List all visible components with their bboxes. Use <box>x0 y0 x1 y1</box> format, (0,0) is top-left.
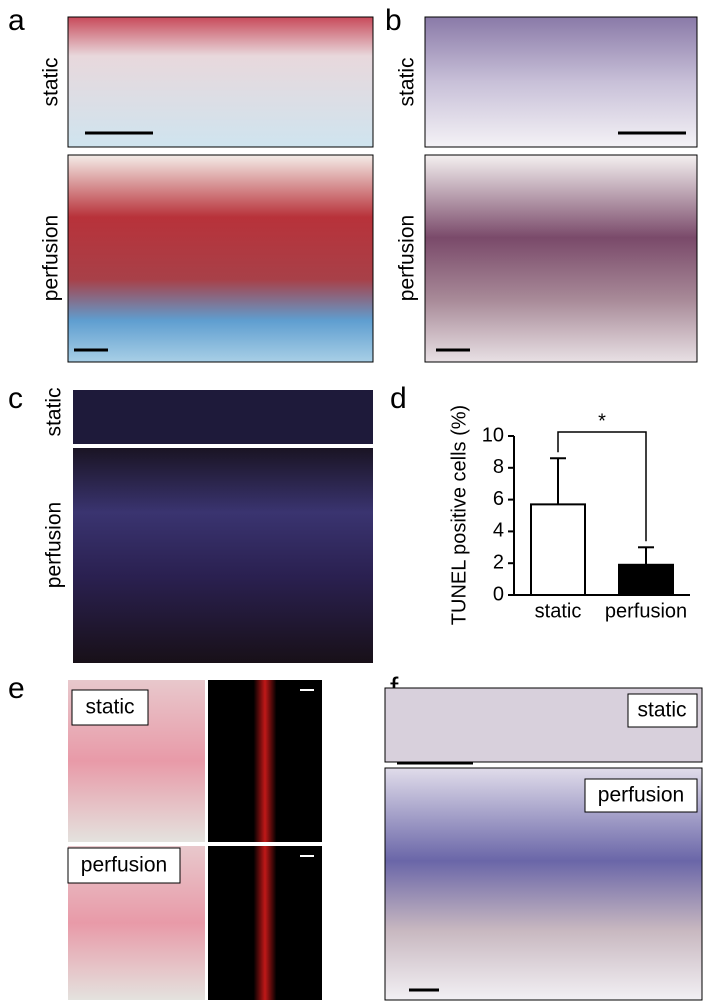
micrograph <box>208 680 322 842</box>
image-label: perfusion <box>598 784 684 807</box>
y-axis-title: TUNEL positive cells (%) <box>448 405 470 625</box>
label-box <box>67 847 181 884</box>
micrograph <box>424 154 698 363</box>
micrograph <box>208 846 322 1000</box>
label-box <box>584 778 698 813</box>
bar <box>618 563 674 596</box>
image-label: perfusion <box>81 854 167 877</box>
x-tick-label: static <box>535 600 582 622</box>
row-label: static <box>40 57 63 106</box>
row-label: static <box>43 387 66 436</box>
row-label: perfusion <box>396 215 419 301</box>
micrograph <box>67 154 374 363</box>
micrograph <box>67 16 374 148</box>
bar <box>530 503 586 596</box>
panel-letter: d <box>390 382 407 415</box>
panel-letter: c <box>8 382 23 415</box>
significance-bracket <box>557 431 647 542</box>
panel-letter: b <box>385 4 402 37</box>
y-tick-label: 4 <box>493 520 504 542</box>
y-tick-label: 10 <box>482 424 504 446</box>
significance-label: * <box>598 410 606 432</box>
y-tick-label: 2 <box>493 551 504 573</box>
y-tick-label: 0 <box>493 583 504 605</box>
micrograph <box>73 448 373 663</box>
row-label: perfusion <box>40 215 63 301</box>
row-label: static <box>396 57 419 106</box>
image-label: static <box>85 696 134 719</box>
micrograph <box>73 390 373 444</box>
image-label: static <box>637 699 686 722</box>
bar-chart: 0 2 4 6 8 10 TUNEL positive cells (%) static per… <box>448 405 690 625</box>
panel-letter: e <box>8 672 25 705</box>
label-box <box>627 693 698 728</box>
micrograph <box>424 16 698 148</box>
y-tick-label: 6 <box>493 488 504 510</box>
label-box <box>71 689 149 726</box>
y-tick-label: 8 <box>493 456 504 478</box>
row-label: perfusion <box>43 502 66 588</box>
x-tick-label: perfusion <box>605 600 687 622</box>
panel-letter: a <box>8 4 25 37</box>
